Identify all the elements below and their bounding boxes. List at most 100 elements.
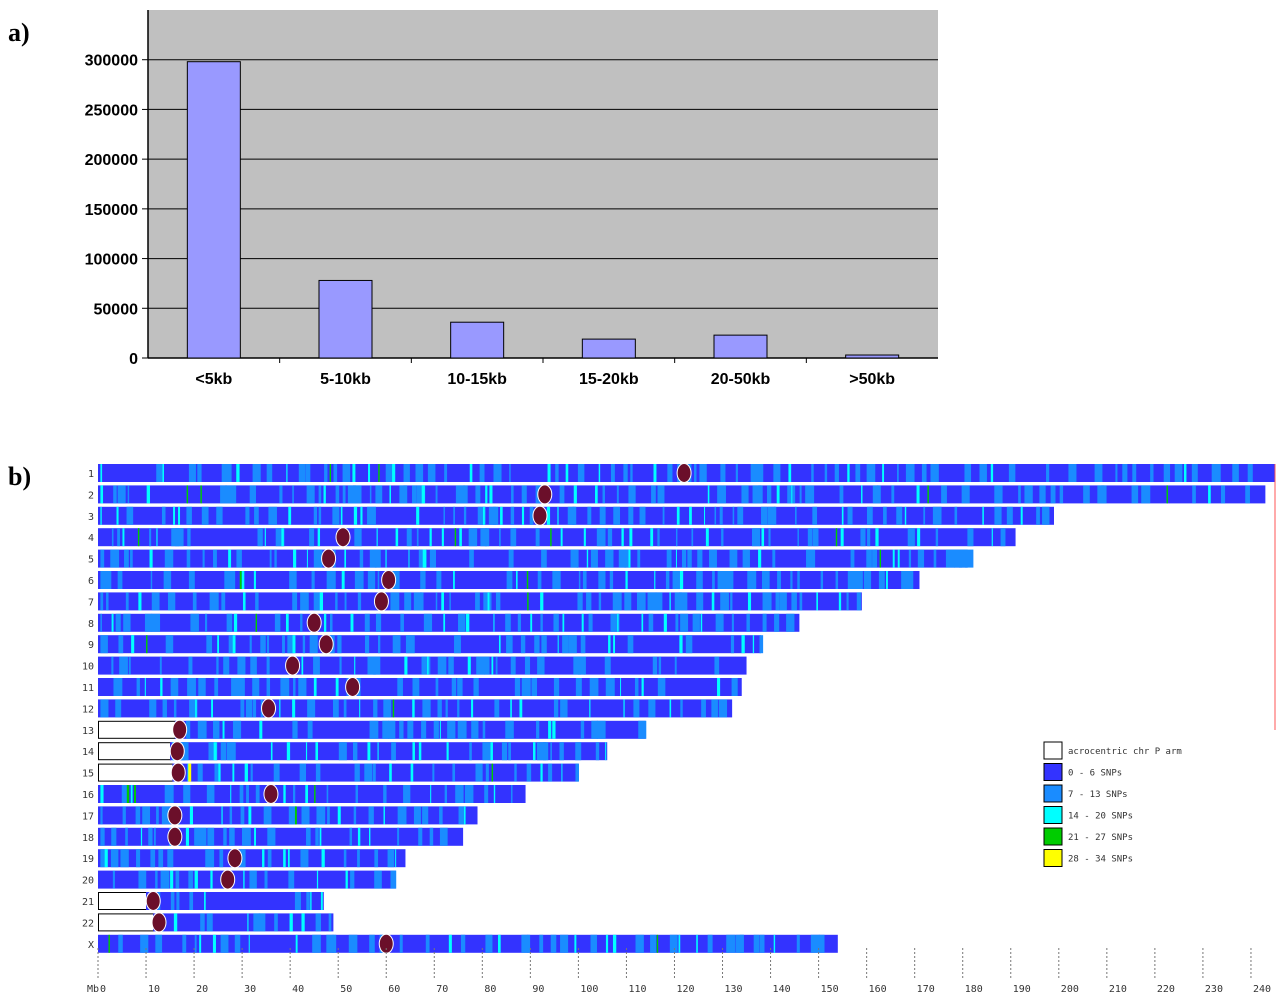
bar-1	[318, 279, 373, 359]
density-stripe	[651, 485, 656, 504]
density-stripe	[315, 742, 319, 761]
chromosome-11: 11	[82, 677, 742, 697]
density-stripe	[301, 806, 310, 825]
density-stripe	[374, 849, 379, 868]
density-stripe	[208, 742, 218, 761]
density-stripe	[326, 785, 329, 803]
density-stripe	[252, 464, 261, 482]
chromosome-label: 3	[88, 512, 94, 523]
density-stripe	[163, 571, 172, 589]
density-stripe	[905, 571, 914, 589]
density-stripe	[324, 464, 328, 482]
density-stripe	[572, 506, 575, 525]
density-stripe	[242, 592, 246, 611]
density-stripe	[1245, 485, 1250, 504]
density-stripe	[680, 699, 683, 718]
density-stripe	[494, 699, 500, 718]
density-stripe	[187, 763, 189, 782]
chromosome-bar	[98, 592, 862, 611]
density-stripe	[162, 464, 164, 482]
density-stripe	[583, 656, 586, 675]
density-stripe	[605, 742, 607, 761]
density-stripe	[562, 635, 569, 654]
density-stripe	[739, 934, 744, 953]
density-stripe	[100, 849, 105, 868]
density-stripe	[121, 785, 127, 803]
density-stripe	[234, 485, 237, 504]
density-stripe	[432, 763, 435, 782]
density-stripe	[589, 699, 591, 718]
density-stripe	[648, 613, 654, 632]
density-stripe	[201, 506, 209, 525]
density-stripe	[435, 592, 438, 611]
density-stripe	[536, 720, 540, 739]
density-stripe	[517, 613, 521, 632]
density-stripe	[355, 785, 358, 803]
density-stripe	[847, 464, 850, 482]
density-stripe	[158, 849, 164, 868]
density-stripe	[213, 549, 217, 568]
density-stripe	[451, 678, 457, 696]
density-stripe	[140, 934, 149, 953]
density-stripe	[412, 742, 415, 761]
legend-swatch	[1043, 849, 1063, 867]
density-stripe	[537, 571, 542, 589]
density-stripe	[455, 785, 464, 803]
density-stripe	[226, 613, 233, 632]
density-stripe	[527, 592, 529, 611]
density-stripe	[186, 549, 191, 568]
density-stripe	[300, 613, 303, 632]
density-stripe	[187, 528, 191, 547]
density-stripe	[399, 720, 404, 739]
x-tick-label: 60	[388, 984, 400, 995]
panel-b-label: b)	[8, 462, 32, 491]
density-stripe	[433, 720, 439, 739]
density-stripe	[1024, 485, 1033, 504]
density-stripe	[144, 678, 146, 696]
density-stripe	[300, 592, 309, 611]
density-stripe	[762, 613, 767, 632]
chromosome-label: 20	[82, 876, 94, 887]
density-stripe	[500, 506, 503, 525]
density-stripe	[519, 699, 523, 718]
acrocentric-arm	[98, 763, 174, 782]
density-stripe	[225, 485, 235, 504]
density-stripe	[236, 464, 240, 482]
density-stripe	[344, 592, 347, 611]
density-stripe	[332, 699, 339, 718]
density-stripe	[506, 635, 513, 654]
density-stripe	[540, 763, 543, 782]
density-stripe	[697, 549, 703, 568]
density-stripe	[687, 549, 692, 568]
density-stripe	[506, 571, 513, 589]
density-stripe	[598, 592, 602, 611]
density-stripe	[786, 613, 795, 632]
density-stripe	[457, 720, 467, 739]
density-stripe	[395, 528, 399, 547]
density-stripe	[552, 571, 561, 589]
density-stripe	[499, 528, 501, 547]
density-stripe	[412, 485, 417, 504]
density-stripe	[810, 934, 820, 953]
density-stripe	[707, 934, 713, 953]
density-stripe	[553, 613, 559, 632]
chromosome-label: 10	[82, 662, 94, 673]
density-stripe	[118, 934, 123, 953]
density-stripe	[596, 528, 606, 547]
density-stripe	[567, 506, 577, 525]
density-stripe	[708, 549, 717, 568]
density-stripe	[292, 635, 296, 654]
density-stripe	[541, 635, 547, 654]
density-stripe	[161, 506, 166, 525]
density-stripe	[1059, 485, 1064, 504]
density-stripe	[116, 506, 119, 525]
density-stripe	[627, 635, 634, 654]
density-stripe	[418, 827, 423, 846]
density-stripe	[229, 806, 233, 825]
density-stripe	[616, 485, 619, 504]
density-stripe	[774, 613, 780, 632]
density-stripe	[144, 613, 153, 632]
density-stripe	[301, 913, 305, 932]
density-stripe	[773, 934, 776, 953]
density-stripe	[288, 506, 292, 525]
